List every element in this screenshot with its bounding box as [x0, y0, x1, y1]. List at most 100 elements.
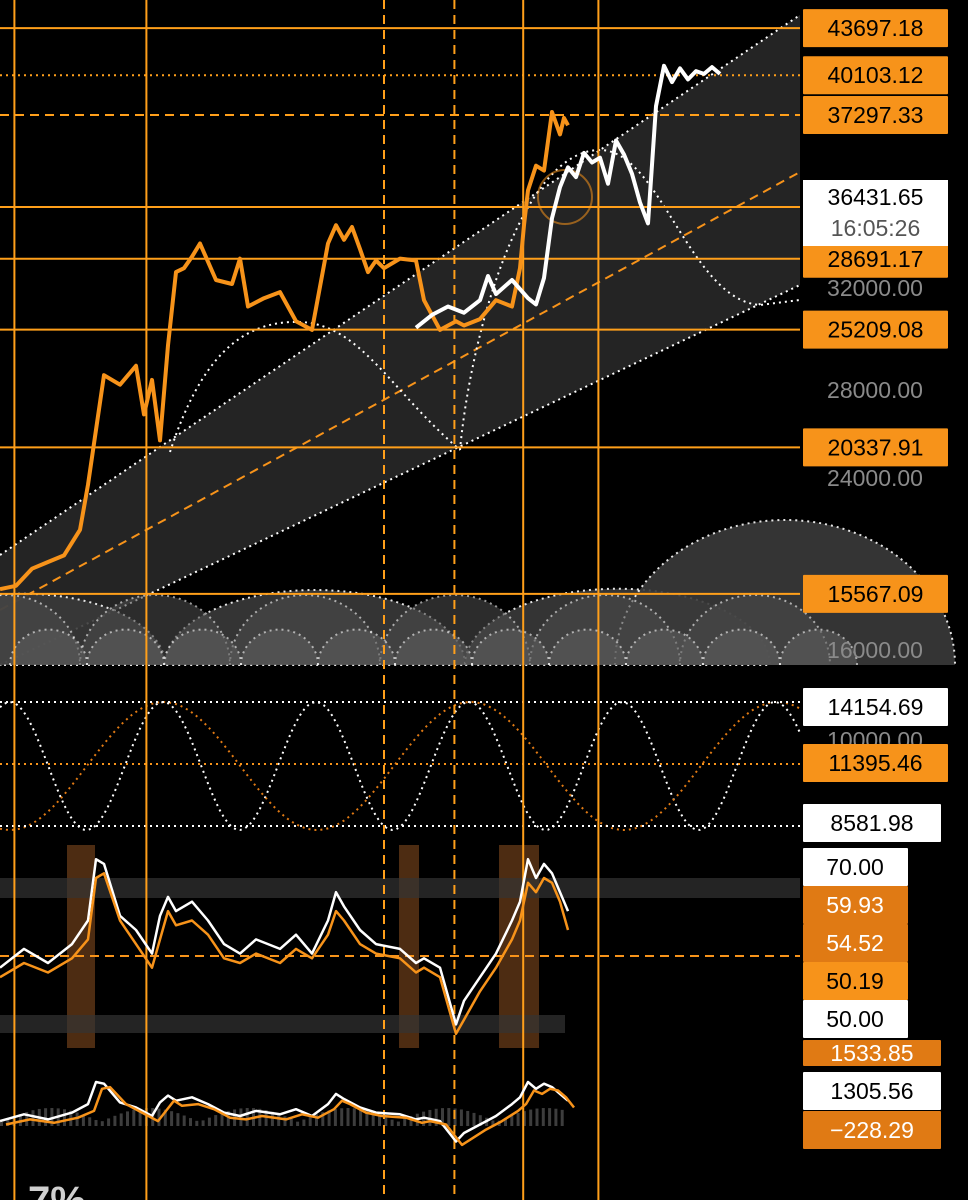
price-level-label[interactable]: 25209.08 [803, 310, 948, 349]
macd-histogram-bar [378, 1114, 381, 1126]
macd-histogram-bar [88, 1117, 92, 1126]
rsi-label[interactable]: 50.00 [803, 1000, 908, 1038]
rsi-label[interactable]: 54.52 [803, 924, 908, 962]
price-level-label[interactable]: 43697.18 [803, 9, 948, 48]
macd-histogram-bar [81, 1114, 85, 1126]
axis-tick: 28000.00 [827, 377, 923, 403]
macd-label[interactable]: −228.29 [803, 1111, 941, 1149]
rsi-label-bg [803, 848, 908, 886]
macd-label-text: 1305.56 [830, 1078, 913, 1104]
macd-histogram-bar [119, 1113, 123, 1126]
price-level-label[interactable]: 40103.12 [803, 56, 948, 95]
cycle-label[interactable]: 11395.46 [803, 744, 948, 782]
axis-label-layer[interactable]: 24000.0028000.0032000.0016000.0010000.00… [803, 9, 948, 1149]
macd-histogram-bar [371, 1112, 375, 1126]
macd-histogram-bar [447, 1108, 451, 1126]
price-level-label-text: 43697.18 [828, 15, 924, 41]
current-price-label[interactable]: 36431.65 16:05:26 [803, 180, 948, 246]
macd-histogram-bar [522, 1111, 526, 1126]
price-level-label-text: 28691.17 [828, 246, 924, 272]
rsi-band-lower [0, 1015, 565, 1033]
current-price-value: 36431.65 [828, 184, 924, 210]
price-level-label-bg [803, 574, 948, 613]
price-level-label-text: 20337.91 [828, 434, 924, 460]
footer-glyph: 7% [28, 1179, 86, 1200]
axis-tick: 16000.00 [827, 637, 923, 663]
countdown-timer: 16:05:26 [831, 215, 921, 241]
macd-histogram-bar [441, 1108, 444, 1126]
macd-histogram-bar [409, 1116, 413, 1126]
background-layer [0, 14, 956, 1126]
macd-label[interactable]: 1305.56 [803, 1072, 941, 1110]
price-level-label[interactable]: 37297.33 [803, 95, 948, 134]
cycle-arc-small [779, 628, 858, 666]
rsi-label[interactable]: 50.19 [803, 962, 908, 1000]
macd-histogram-bar [270, 1111, 274, 1126]
cycle-arc-small [394, 628, 473, 666]
macd-histogram-bar [63, 1109, 66, 1126]
macd-histogram-bar [214, 1115, 218, 1126]
cycle-label-text: 8581.98 [830, 810, 913, 836]
macd-histogram-bar [157, 1108, 161, 1126]
price-level-label-bg [803, 95, 948, 134]
cycle-arc-small [240, 628, 319, 666]
macd-histogram-bar [340, 1108, 344, 1126]
cycle-wave-white [0, 700, 801, 832]
rsi-line-orange [0, 872, 570, 1036]
rsi-label-text: 50.00 [826, 1006, 884, 1032]
macd-histogram-bar [94, 1120, 98, 1126]
price-level-label[interactable]: 20337.91 [803, 428, 948, 467]
macd-label-text: 1533.85 [830, 1040, 913, 1066]
rsi-band-upper [0, 878, 800, 898]
macd-histogram-bar [478, 1115, 482, 1126]
cycle-arc-small [702, 628, 781, 666]
rsi-label[interactable]: 70.00 [803, 848, 908, 886]
macd-histogram-bar [264, 1110, 268, 1126]
macd-histogram-bar [459, 1109, 463, 1126]
price-level-label[interactable]: 28691.17 [803, 239, 948, 278]
macd-histogram-bar [182, 1115, 186, 1126]
macd-histogram-bar [560, 1109, 564, 1126]
macd-histogram-bar [384, 1116, 388, 1126]
macd-histogram-bar [226, 1110, 230, 1126]
macd-histogram-bar [113, 1115, 117, 1126]
macd-histogram-bar [176, 1113, 180, 1126]
macd-histogram-bar [163, 1109, 167, 1126]
trend-channel [0, 15, 800, 665]
cycle-label-bg [803, 804, 941, 842]
macd-histogram-bar [352, 1108, 356, 1126]
cycle-arc-small [625, 628, 704, 666]
price-line-orange [0, 110, 570, 592]
rsi-label[interactable]: 59.93 [803, 886, 908, 924]
macd-histogram-bar [327, 1110, 331, 1126]
macd-label-bg [803, 1040, 941, 1066]
price-level-label-bg [803, 310, 948, 349]
macd-histogram-bar [0, 1122, 3, 1126]
rsi-label-text: 54.52 [826, 930, 884, 956]
macd-label-text: −228.29 [830, 1117, 914, 1143]
price-level-label-text: 25209.08 [828, 317, 924, 343]
cycle-label[interactable]: 14154.69 [803, 688, 948, 726]
channel-lower [0, 284, 801, 666]
macd-histogram-bar [189, 1118, 192, 1126]
macd-histogram-bar [510, 1115, 514, 1126]
price-level-label[interactable]: 15567.09 [803, 574, 948, 613]
macd-histogram-bar [100, 1121, 104, 1126]
cycle-label[interactable]: 8581.98 [803, 804, 941, 842]
macd-histogram-bar [207, 1117, 211, 1126]
macd-histogram-bar [195, 1120, 199, 1126]
macd-histogram-bar [541, 1108, 545, 1126]
cycle-arc-small [163, 628, 242, 666]
macd-histogram-bar [18, 1114, 22, 1126]
price-level-label-bg [803, 56, 948, 95]
cycle-arc-small [317, 628, 396, 666]
rsi-label-text: 59.93 [826, 892, 884, 918]
macd-histogram-bar [283, 1116, 287, 1126]
macd-histogram-bar [554, 1108, 558, 1126]
macd-histogram-bar [220, 1112, 224, 1126]
cycle-arc-small [548, 628, 627, 666]
current-price-bg [803, 180, 948, 246]
macd-histogram-bar [239, 1108, 243, 1126]
macd-label[interactable]: 1533.85 [803, 1040, 941, 1066]
